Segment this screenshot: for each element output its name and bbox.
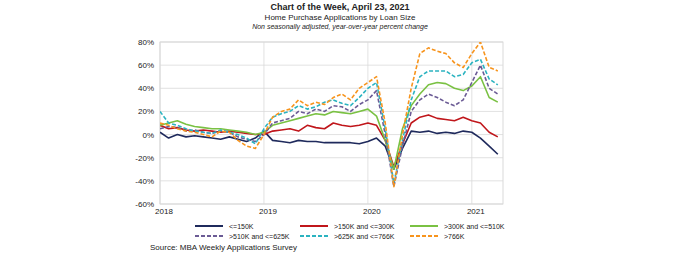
plot-frame xyxy=(160,42,503,204)
series-line xyxy=(160,59,498,183)
x-tick-label: 2018 xyxy=(155,207,173,216)
legend-label: >150K and <=300K xyxy=(334,223,395,230)
grid-line xyxy=(160,204,503,205)
legend-label: >625K and <=766K xyxy=(334,233,395,240)
y-tick-label: -60% xyxy=(135,200,154,209)
grid-line xyxy=(263,42,264,204)
legend-swatch xyxy=(195,235,223,237)
y-tick-label: 40% xyxy=(138,84,154,93)
series-line xyxy=(160,42,498,187)
series-line xyxy=(160,77,498,170)
legend-swatch xyxy=(300,235,328,237)
grid-line xyxy=(160,88,503,89)
legend-swatch xyxy=(300,225,328,227)
chart: Chart of the Week, April 23, 2021Home Pu… xyxy=(0,0,700,254)
title: Chart of the Week, April 23, 2021 xyxy=(270,2,409,12)
y-tick-label: -40% xyxy=(135,177,154,186)
y-tick-label: 0% xyxy=(142,131,154,140)
grid-line xyxy=(160,42,503,43)
legend-label: <=150K xyxy=(229,223,254,230)
legend-swatch xyxy=(410,235,438,237)
y-tick-label: 20% xyxy=(138,107,154,116)
legend-swatch xyxy=(195,225,223,227)
series-line xyxy=(160,131,498,169)
subtitle: Non seasonally adjusted, year-over-year … xyxy=(252,23,428,31)
legend-label: >766K xyxy=(444,233,465,240)
source-note: Source: MBA Weekly Applications Survey xyxy=(150,243,297,252)
y-tick-label: 60% xyxy=(138,61,154,70)
y-tick-label: -20% xyxy=(135,154,154,163)
series-group xyxy=(160,42,498,187)
subtitle: Home Purchase Applications by Loan Size xyxy=(265,13,416,22)
grid-line xyxy=(160,157,503,158)
legend-swatch xyxy=(410,225,438,227)
grid-line xyxy=(160,180,503,181)
grid-line xyxy=(160,134,503,135)
series-line xyxy=(160,65,498,187)
x-tick-label: 2019 xyxy=(259,207,277,216)
grid-line xyxy=(160,65,503,66)
series-line xyxy=(160,115,498,167)
grid-line xyxy=(471,42,472,204)
x-tick-label: 2020 xyxy=(363,207,381,216)
x-tick-label: 2021 xyxy=(467,207,485,216)
y-tick-label: 80% xyxy=(138,38,154,47)
legend-label: >300K and <=510K xyxy=(444,223,505,230)
legend-label: >510K and <=625K xyxy=(229,233,290,240)
